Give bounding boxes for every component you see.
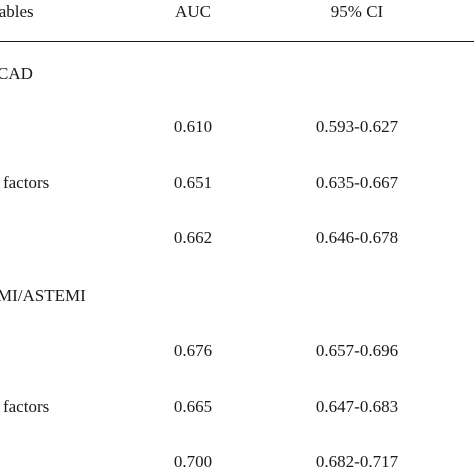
section-label: MI/ASTEMI: [0, 286, 86, 305]
row-ci: 0.682-0.717: [315, 452, 399, 471]
header-variables: iables: [0, 2, 34, 21]
row-auc: 0.700: [173, 452, 213, 471]
header-rule: [0, 41, 474, 42]
row-auc: 0.676: [173, 341, 213, 360]
header-ci: 95% CI: [330, 2, 384, 21]
row-ci: 0.593-0.627: [315, 117, 399, 136]
row-auc: 0.665: [173, 397, 213, 416]
row-auc: 0.610: [173, 117, 213, 136]
section-label: CAD: [0, 64, 33, 83]
row-variable: l factors: [0, 173, 50, 192]
row-ci: 0.647-0.683: [315, 397, 399, 416]
row-auc: 0.651: [173, 173, 213, 192]
row-auc: 0.662: [173, 228, 213, 247]
header-auc: AUC: [175, 2, 211, 21]
row-ci: 0.635-0.667: [315, 173, 399, 192]
row-ci: 0.657-0.696: [315, 341, 399, 360]
row-variable: l factors: [0, 397, 50, 416]
row-ci: 0.646-0.678: [315, 228, 399, 247]
